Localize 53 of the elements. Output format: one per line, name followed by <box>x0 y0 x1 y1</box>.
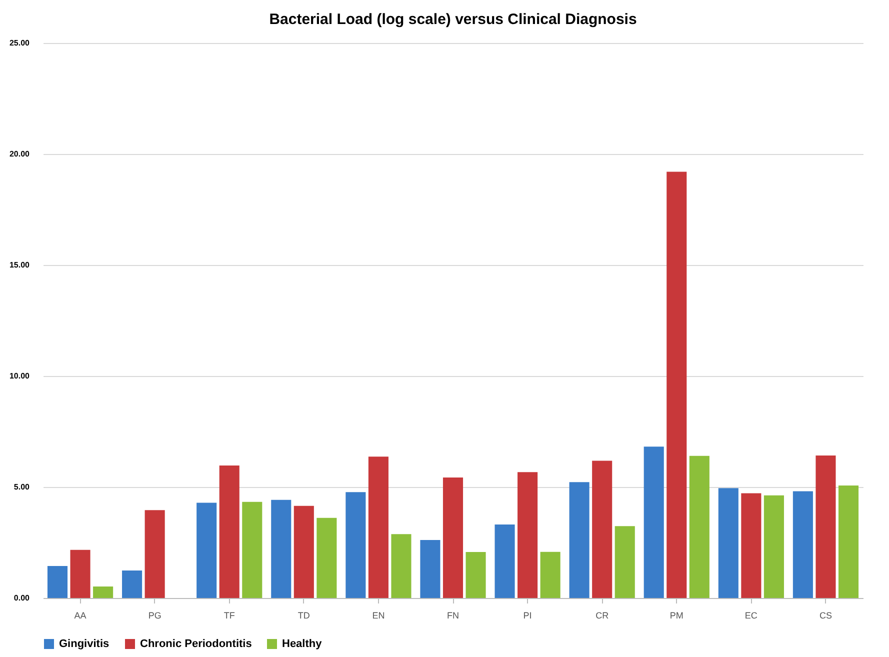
bar <box>518 472 538 598</box>
x-tick-label: TF <box>224 610 236 620</box>
legend-label: Healthy <box>282 638 323 650</box>
x-tick-label: PG <box>148 610 162 620</box>
bar <box>271 500 292 598</box>
x-tick-label: TD <box>298 610 310 620</box>
bar <box>666 172 687 598</box>
bar <box>689 456 710 598</box>
y-tick-label: 10.00 <box>9 372 30 380</box>
y-tick-label: 5.00 <box>14 482 30 492</box>
bar <box>540 552 560 598</box>
y-tick-label: 0.00 <box>14 594 30 602</box>
x-tick-label: CS <box>819 610 832 620</box>
x-tick-label: FN <box>447 610 459 620</box>
legend-label: Chronic Periodontitis <box>140 638 252 650</box>
bar <box>838 485 859 598</box>
y-tick-label: 25.00 <box>9 38 30 48</box>
legend-label: Gingivitis <box>59 638 110 650</box>
bar <box>792 491 813 598</box>
bar <box>816 455 836 598</box>
bar <box>644 446 664 598</box>
bar <box>569 482 590 598</box>
x-tick-label: EN <box>372 610 385 620</box>
bar <box>47 566 68 598</box>
bar <box>764 495 784 598</box>
x-tick-label: PI <box>523 610 532 620</box>
bar <box>442 477 464 598</box>
x-tick-label: CR <box>596 610 610 620</box>
x-tick-label: EC <box>744 610 758 620</box>
bar <box>368 456 388 598</box>
x-tick-label: PM <box>670 610 684 620</box>
bar <box>70 550 90 598</box>
bar <box>718 488 738 598</box>
bar <box>741 493 762 598</box>
y-tick-label: 15.00 <box>9 260 30 270</box>
bar <box>420 540 440 598</box>
bar <box>144 510 165 598</box>
bar <box>346 492 366 598</box>
bar <box>391 534 412 598</box>
bar <box>494 524 515 598</box>
bar <box>242 502 262 598</box>
bar <box>316 518 337 598</box>
chart-title: Bacterial Load (log scale) versus Clinical Diagnosis <box>269 11 637 28</box>
bar <box>294 506 314 598</box>
bar <box>93 586 114 598</box>
bar <box>219 465 240 598</box>
bar <box>196 502 217 598</box>
y-tick-label: 20.00 <box>9 150 30 158</box>
bar <box>122 570 142 598</box>
x-tick-label: AA <box>74 610 86 620</box>
bar <box>614 526 635 598</box>
bar <box>466 552 486 598</box>
bar <box>592 460 612 598</box>
